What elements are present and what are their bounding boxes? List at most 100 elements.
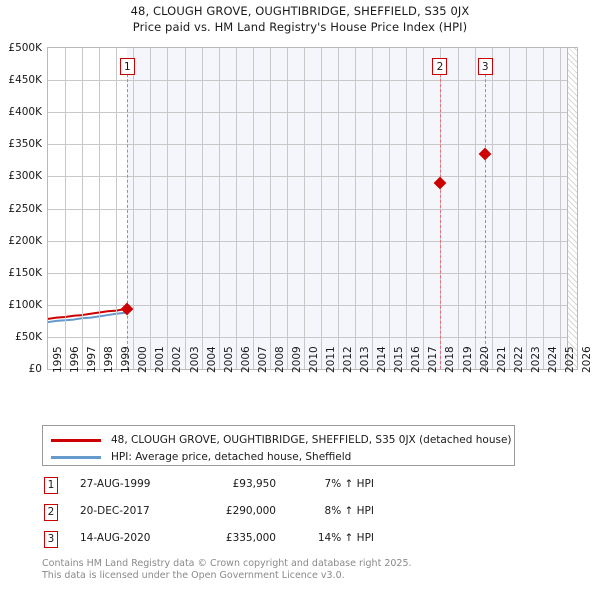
gridline [389,48,391,369]
x-axis-tick-label: 2014 [376,346,389,373]
legend-label: 48, CLOUGH GROVE, OUGHTIBRIDGE, SHEFFIEL… [111,434,512,446]
gridline [48,144,577,146]
x-axis-tick-label: 1996 [69,346,82,373]
x-axis-tick-label: 1999 [120,346,133,373]
transaction-price: £335,000 [225,532,276,544]
gridline [48,112,577,114]
transaction-index-badge: 2 [44,504,58,521]
gridline [303,48,305,369]
y-axis-tick-label: £0 [28,363,42,375]
y-axis-tick-label: £350K [8,138,42,151]
projection-hatch-region [566,48,577,369]
gridline [65,48,67,369]
event-marker-badge[interactable]: 1 [119,58,135,75]
gridline [48,272,577,274]
x-axis-tick-label: 2012 [342,346,355,373]
gridline [577,48,578,369]
gridline [133,48,135,369]
transaction-index-badge: 3 [44,531,58,548]
y-axis-tick-label: £500K [8,42,42,54]
gridline [525,48,527,369]
transaction-date: 27-AUG-1999 [80,478,151,490]
table-row[interactable]: 2 20-DEC-2017 £290,000 8% ↑ HPI [42,504,442,526]
gridline [48,176,577,178]
transaction-date: 14-AUG-2020 [80,532,151,544]
gridline [167,48,169,369]
gridline [150,48,152,369]
gridline [48,304,577,306]
transaction-hpi-delta: 8% ↑ HPI [324,505,374,517]
x-axis-tick-label: 2001 [154,346,167,373]
event-vertical-line [485,64,487,369]
x-axis-tick-label: 2006 [239,346,252,373]
transaction-price: £93,950 [232,478,276,490]
x-axis-tick-label: 2026 [581,346,593,373]
gridline [372,48,374,369]
x-axis-tick-label: 2005 [222,346,235,373]
transaction-hpi-delta: 14% ↑ HPI [317,532,374,544]
x-axis-tick-label: 2021 [495,346,508,373]
gridline [474,48,476,369]
x-axis-tick-label: 2022 [512,346,525,373]
event-marker-badge[interactable]: 3 [477,58,493,75]
y-axis-tick-label: £450K [8,74,42,87]
event-marker-badge[interactable]: 2 [432,58,448,75]
x-axis-tick-label: 2010 [307,346,320,373]
x-axis-tick-label: 2002 [171,346,184,373]
x-axis-tick-label: 2007 [256,346,269,373]
gridline [338,48,340,369]
chart-plot-area: 1 2 3 [47,47,578,370]
gridline [201,48,203,369]
gridline [48,80,577,82]
x-axis-tick-label: 2025 [563,346,576,373]
event-vertical-line [127,64,129,369]
gridline [406,48,408,369]
chart-legend: 48, CLOUGH GROVE, OUGHTIBRIDGE, SHEFFIEL… [42,425,515,466]
gridline [355,48,357,369]
gridline [218,48,220,369]
transaction-price: £290,000 [225,505,276,517]
transaction-date: 20-DEC-2017 [80,505,150,517]
footer-line-1: Contains HM Land Registry data © Crown c… [42,558,412,569]
y-axis-tick-label: £50K [15,330,42,343]
x-axis-tick-label: 2011 [325,346,338,373]
y-axis-tick-label: £300K [8,170,42,183]
x-axis-tick-label: 2018 [444,346,457,373]
gridline [321,48,323,369]
y-axis-tick-label: £150K [8,266,42,279]
x-axis-tick-label: 2004 [205,346,218,373]
gridline [269,48,271,369]
x-axis-tick-label: 2013 [359,346,372,373]
gridline [423,48,425,369]
x-axis-tick-label: 1998 [103,346,116,373]
x-axis-tick-label: 2016 [410,346,423,373]
legend-color-swatch [51,456,101,459]
x-axis-tick-label: 2017 [427,346,440,373]
event-vertical-line [439,64,441,369]
x-axis-tick-label: 2020 [478,346,491,373]
table-row[interactable]: 1 27-AUG-1999 £93,950 7% ↑ HPI [42,477,442,499]
gridline [82,48,84,369]
y-axis-tick-label: £250K [8,202,42,215]
x-axis-tick-label: 2003 [188,346,201,373]
y-axis-tick-label: £400K [8,106,42,119]
gridline [286,48,288,369]
x-axis-tick-label: 2019 [461,346,474,373]
gridline [542,48,544,369]
gridline [235,48,237,369]
y-axis-tick-label: £100K [8,298,42,311]
page-subtitle: Price paid vs. HM Land Registry's House … [132,20,468,34]
gridline [116,48,118,369]
x-axis-tick-label: 1995 [52,346,64,373]
x-axis-tick-label: 2000 [137,346,150,373]
gridline [252,48,254,369]
footer-attribution: Contains HM Land Registry data © Crown c… [42,558,412,581]
footer-line-2: This data is licensed under the Open Gov… [42,569,345,581]
table-row[interactable]: 3 14-AUG-2020 £335,000 14% ↑ HPI [42,531,442,553]
x-axis-tick-label: 2009 [290,346,303,373]
transaction-hpi-delta: 7% ↑ HPI [324,478,374,490]
gridline [559,48,561,369]
y-axis-tick-label: £200K [8,234,42,247]
x-axis-tick-label: 2015 [393,346,406,373]
